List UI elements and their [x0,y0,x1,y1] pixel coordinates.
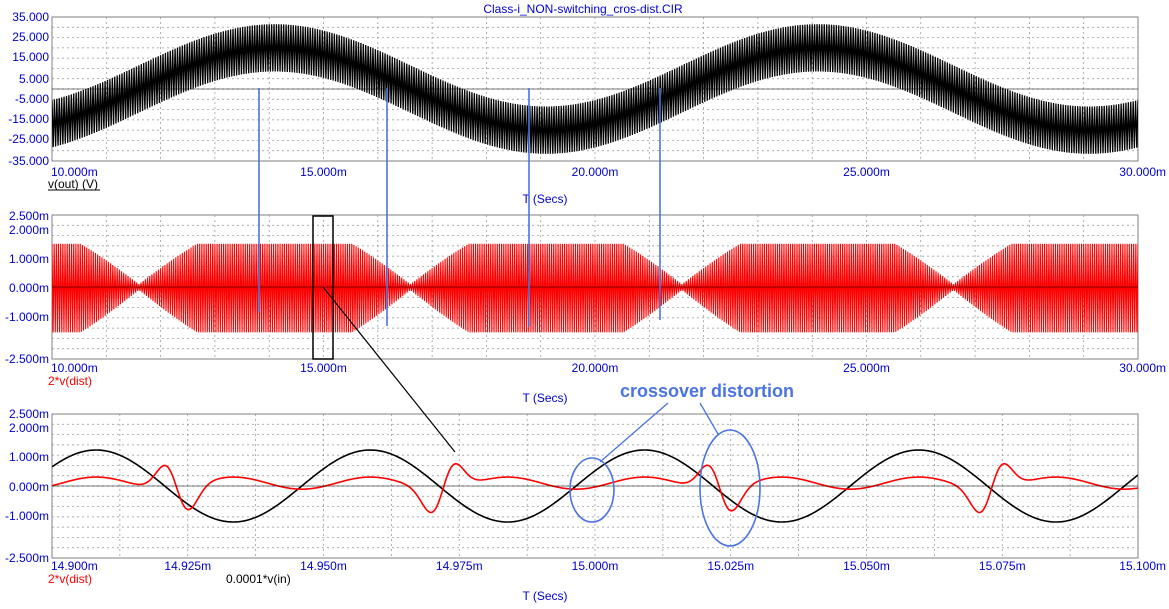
x-tick-label: 15.075m [979,559,1026,573]
y-tick-label: -5.000 [15,92,49,106]
series-dist-zoom [52,462,1138,514]
zoom-pointer-line [322,286,456,453]
x-tick-label: 20.000m [572,361,619,375]
x-axis-title: T (Secs) [522,391,567,405]
x-tick-label: 30.000m [1119,165,1166,179]
x-tick-label: 10.000m [51,361,98,375]
y-tick-label: 2.000m [9,421,49,435]
series-vout [52,24,1138,154]
x-tick-label: 25.000m [843,361,890,375]
series-label-dist: 2*v(dist) [48,374,92,388]
series-line [52,24,1138,154]
y-tick-label: 2.500m [9,407,49,421]
y-tick-label: 1.000m [9,252,49,266]
x-tick-label: 20.000m [572,165,619,179]
x-axis-title: T (Secs) [522,589,567,603]
panel-zoom: 2.500m2.000m1.000m0.000m-1.000m-2.500m14… [5,407,1166,603]
crossover-circle-2 [699,429,761,547]
series-dist [52,243,1138,333]
x-tick-label: 14.950m [300,559,347,573]
y-tick-label: -25.000 [8,132,49,146]
x-tick-label: 15.025m [707,559,754,573]
x-tick-label: 30.000m [1119,361,1166,375]
series-label-vin: 0.0001*v(in) [226,572,291,586]
y-tick-label: -2.500m [5,352,49,366]
x-tick-label: 15.000m [300,361,347,375]
x-tick-label: 14.925m [164,559,211,573]
y-tick-label: 2.000m [9,223,49,237]
y-tick-label: 0.000m [9,281,49,295]
y-tick-label: -1.000m [5,310,49,324]
y-tick-label: 25.000 [12,30,49,44]
annotation-text: crossover distortion [620,381,794,401]
y-tick-label: -15.000 [8,112,49,126]
x-axis-title: T (Secs) [522,192,567,206]
x-tick-label: 15.100m [1119,559,1166,573]
x-tick-label: 25.000m [843,165,890,179]
zoom-series [52,449,1138,523]
crossover-circle-1 [569,457,615,523]
annotation-overlay: crossover distortion [258,88,794,547]
y-tick-label: 5.000 [19,72,49,86]
y-tick-label: 35.000 [12,10,49,24]
series-label-dist-zoom: 2*v(dist) [48,572,92,586]
annotation-leader-2 [699,402,719,435]
x-tick-label: 15.000m [300,165,347,179]
series-vin [52,449,1138,523]
series-label-vout: v(out) (V) [48,177,98,191]
y-tick-label: 2.500m [9,209,49,223]
y-tick-label: -1.000m [5,509,49,523]
y-tick-label: 15.000 [12,50,49,64]
chart-title: Class-i_NON-switching_cros-dist.CIR [483,2,683,16]
y-tick-label: -35.000 [8,154,49,168]
y-tick-label: 1.000m [9,450,49,464]
x-tick-label: 10.000m [51,165,98,179]
x-tick-label: 14.975m [436,559,483,573]
y-tick-label: 0.000m [9,480,49,494]
zoom-window-box [312,215,334,360]
series-line [52,243,1138,333]
panel-vout: 35.000 25.000 15.000 5.000 -5.000 -15.000 -25.… [8,10,1166,206]
x-tick-label: 15.000m [572,559,619,573]
x-tick-label: 14.900m [51,559,98,573]
annotation-leader-1 [599,402,669,463]
y-tick-label: -2.500m [5,551,49,565]
x-tick-label: 15.050m [843,559,890,573]
